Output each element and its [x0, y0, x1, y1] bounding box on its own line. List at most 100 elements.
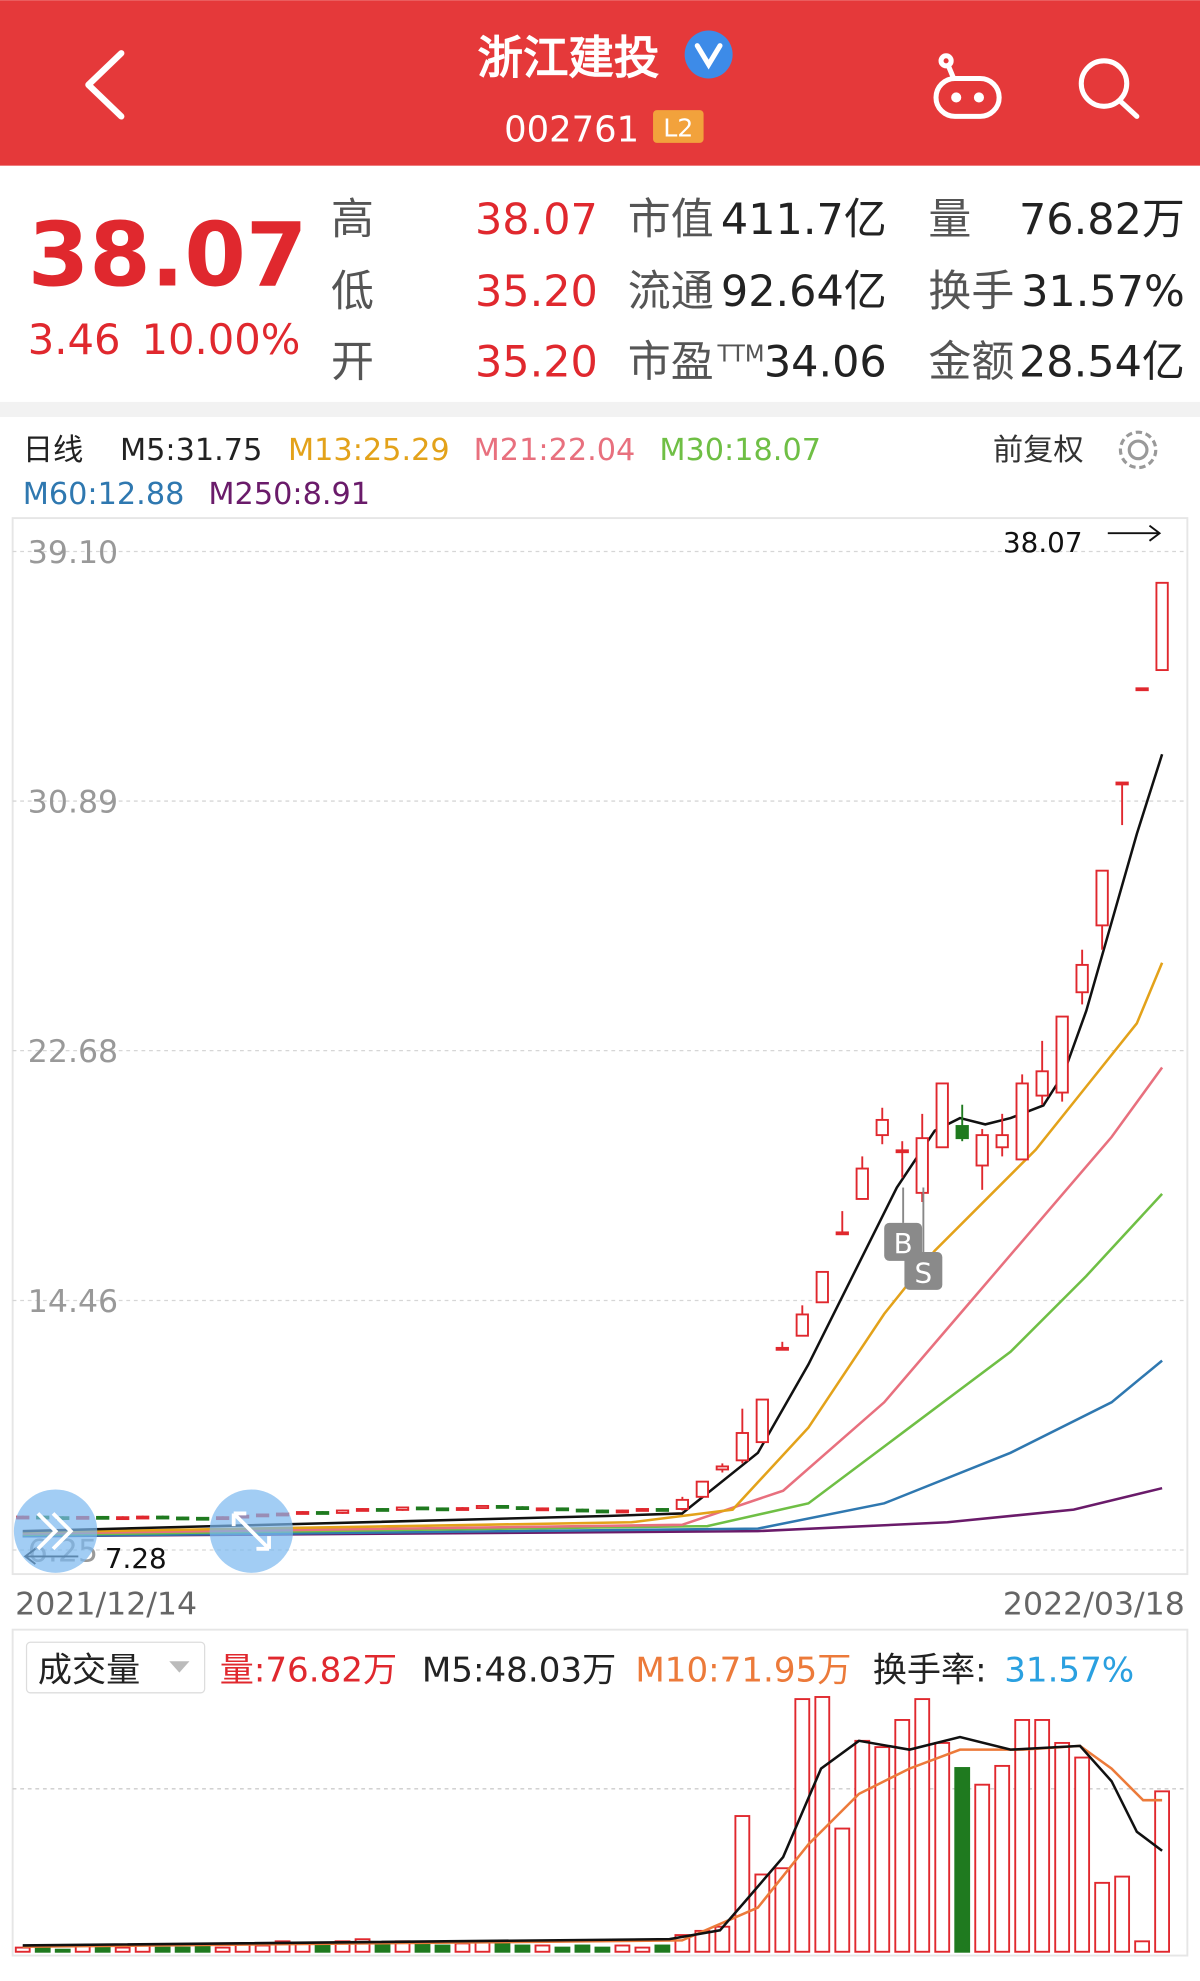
candle-body: [775, 1346, 789, 1351]
volume-bar: [1154, 1790, 1170, 1953]
candle-body: [455, 1507, 470, 1511]
candle-body: [855, 1167, 869, 1200]
volume-bar: [34, 1946, 51, 1953]
stat-value: 92.64亿: [721, 267, 887, 317]
volume-bar: [214, 1946, 231, 1953]
candle-body: [915, 1137, 929, 1194]
high-note: 38.07: [1003, 526, 1083, 559]
volume-bar: [1094, 1881, 1111, 1953]
candle-body: [156, 1515, 170, 1520]
ma-label: M5:31.75: [120, 433, 262, 468]
stat-label: 量: [928, 195, 971, 245]
candle-body: [595, 1509, 610, 1514]
stat-label: 金额: [928, 338, 1014, 388]
candle-body: [735, 1432, 749, 1462]
scroll-icon: [36, 1512, 74, 1551]
separator: [0, 401, 1200, 418]
y-tick-label: 30.89: [28, 784, 118, 820]
stat-label: 市值: [628, 195, 714, 245]
volume-bar: [954, 1767, 971, 1953]
chart-frame: [11, 517, 1189, 1576]
candle-body: [575, 1508, 590, 1513]
level-badge: [653, 110, 704, 143]
volume-bar: [894, 1719, 911, 1953]
ma-line: [22, 1359, 1163, 1538]
candle-body: [136, 1515, 150, 1520]
stock-name: 浙江建投: [477, 31, 659, 84]
stat-label: 开: [331, 338, 374, 388]
volume-bar: [834, 1827, 851, 1953]
volume-bar: [1014, 1719, 1031, 1953]
volume-bar: [574, 1944, 591, 1953]
period: 日线: [23, 433, 84, 468]
volume-bar: [54, 1948, 71, 1953]
back-button[interactable]: [85, 50, 125, 120]
volume-bar: [454, 1942, 471, 1953]
volume-bar: [434, 1944, 451, 1953]
volume-bar: [634, 1946, 651, 1953]
last-price: 38.07: [28, 204, 308, 307]
volume-bar: [494, 1942, 511, 1953]
y-tick-label: 14.46: [28, 1284, 118, 1320]
robot-icon[interactable]: [933, 53, 1002, 119]
buy-marker[interactable]: [884, 1222, 923, 1261]
candle-body: [1135, 687, 1149, 692]
stat-label: 换手: [928, 267, 1014, 317]
candle-body: [415, 1506, 430, 1511]
candle-body: [375, 1508, 390, 1512]
volume-bar: [14, 1946, 31, 1953]
candle-body: [895, 1149, 909, 1154]
stat-suffix: TTM: [716, 341, 764, 367]
ma-line: [22, 1193, 1164, 1537]
candle-body: [116, 1516, 130, 1521]
high-arrow: [1107, 524, 1162, 542]
sell-marker[interactable]: [904, 1251, 943, 1290]
volume-frame: [11, 1628, 1189, 1957]
verified-check: [694, 43, 723, 70]
search-icon[interactable]: [1078, 58, 1140, 119]
turnover-value: 31.57%: [1004, 1650, 1134, 1690]
candle-body: [655, 1508, 670, 1512]
y-tick-label: 39.10: [28, 535, 118, 571]
ma-label: M30:18.07: [659, 433, 821, 468]
candle-body: [975, 1134, 989, 1167]
volume-bar: [914, 1698, 931, 1953]
volume-bar: [934, 1741, 951, 1953]
candle-body: [1075, 963, 1089, 994]
volume-bar: [974, 1783, 991, 1953]
vol-m10: M10:71.95万: [635, 1650, 851, 1690]
volume-bar: [654, 1944, 671, 1953]
ma-label: M250:8.91: [208, 477, 370, 512]
candle-body: [1095, 869, 1109, 927]
volume-selector[interactable]: [25, 1641, 206, 1694]
volume-bar: [274, 1940, 291, 1953]
candle-body: [635, 1508, 650, 1512]
candle-body: [795, 1313, 809, 1337]
volume-bar: [314, 1944, 331, 1953]
vol-m5: M5:48.03万: [422, 1650, 616, 1690]
candle-body: [815, 1270, 829, 1304]
candle-body: [1035, 1070, 1049, 1097]
level-text: L2: [663, 114, 693, 143]
volume-bar: [414, 1942, 431, 1953]
candle-body: [935, 1082, 949, 1149]
candle-body: [835, 1231, 849, 1236]
settings-icon[interactable]: [1118, 430, 1158, 470]
y-tick-label: 22.68: [28, 1034, 118, 1070]
volume-bar: [1054, 1741, 1071, 1953]
candle-body: [1155, 581, 1169, 672]
adjust-mode[interactable]: 前复权: [993, 433, 1084, 468]
stat-label: 市盈: [628, 338, 714, 388]
stat-value: 411.7亿: [721, 195, 887, 245]
dropdown-caret: [169, 1661, 190, 1673]
volume-bar: [154, 1946, 171, 1953]
candle-body: [675, 1498, 690, 1510]
volume-bar: [734, 1815, 751, 1953]
volume-bar: [774, 1867, 791, 1953]
candle-body: [355, 1508, 370, 1512]
selector-text: 成交量: [38, 1650, 140, 1690]
candle-body: [196, 1516, 210, 1521]
ma-label: M60:12.88: [23, 477, 185, 512]
candle-body: [615, 1509, 630, 1514]
